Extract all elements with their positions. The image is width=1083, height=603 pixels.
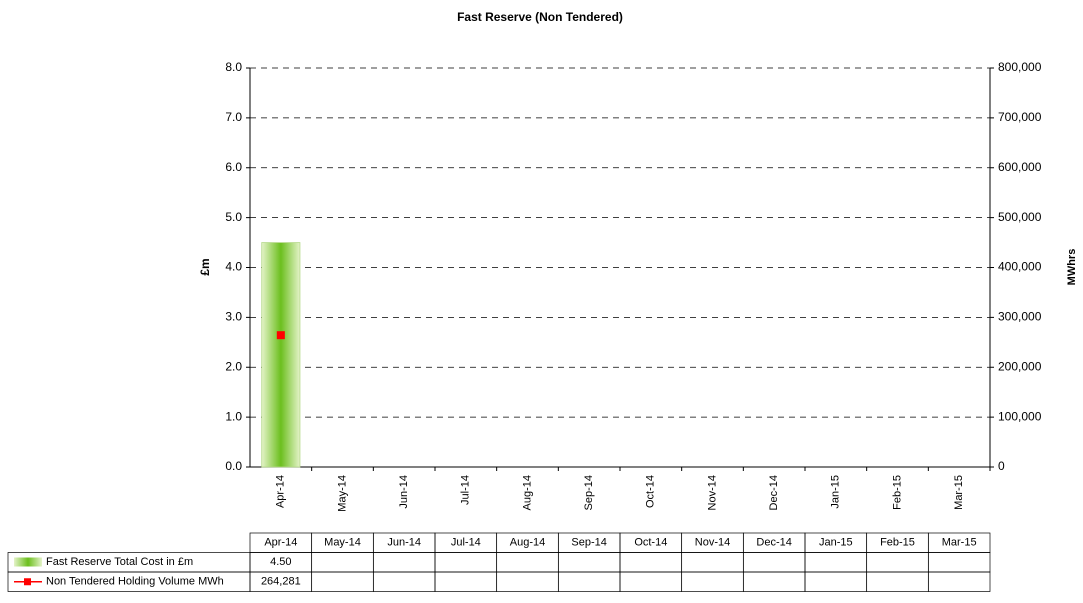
table-cell: [927, 552, 991, 573]
table-header: Nov-14: [695, 537, 730, 549]
table-header: Aug-14: [510, 537, 545, 549]
table-header: Jul-14: [451, 537, 481, 549]
table-cell: [927, 571, 991, 592]
y-tick-label: 7.0: [225, 110, 242, 124]
table-cell: [804, 552, 868, 573]
table-cell: [866, 552, 929, 573]
y2-tick-label: 100,000: [998, 409, 1042, 423]
x-tick-label: Sep-14: [583, 475, 595, 510]
x-tick-label: Aug-14: [521, 475, 533, 510]
y2-axis-label: MWhrs: [1066, 249, 1078, 286]
x-tick-label: Feb-15: [891, 475, 903, 510]
y2-tick-label: 200,000: [998, 359, 1042, 373]
table-cell: [311, 571, 374, 592]
table-value: 4.50: [270, 556, 291, 568]
x-tick-label: Apr-14: [275, 475, 287, 508]
x-tick-label: Oct-14: [645, 475, 657, 508]
table-header: May-14: [324, 537, 361, 549]
y-tick-label: 1.0: [225, 409, 242, 423]
x-tick-label: Nov-14: [706, 475, 718, 510]
y-tick-label: 2.0: [225, 359, 242, 373]
y2-tick-label: 0: [998, 459, 1005, 473]
legend-swatch: [14, 557, 42, 567]
y2-tick-label: 800,000: [998, 60, 1042, 74]
y-tick-label: 4.0: [225, 260, 242, 274]
table-cell: [434, 571, 498, 592]
x-tick-label: Jan-15: [830, 475, 842, 509]
x-tick-label: May-14: [336, 475, 348, 512]
y-tick-label: 6.0: [225, 160, 242, 174]
table-cell: [681, 552, 744, 573]
table-header: Apr-14: [264, 537, 297, 549]
chart-title: Fast Reserve (Non Tendered): [457, 10, 623, 24]
y-tick-label: 5.0: [225, 210, 242, 224]
table-cell: [372, 571, 436, 592]
table-value: 264,281: [261, 576, 301, 588]
bar: [261, 242, 301, 468]
table-cell: [557, 552, 621, 573]
x-tick-label: Dec-14: [768, 475, 780, 510]
legend-marker: [24, 578, 31, 586]
table-cell: [742, 552, 806, 573]
table-cell: [496, 552, 559, 573]
table-cell: [866, 571, 929, 592]
table-cell: [434, 552, 498, 573]
legend-label: Fast Reserve Total Cost in £m: [46, 556, 193, 568]
table-header: Feb-15: [880, 537, 915, 549]
table-cell: [372, 552, 436, 573]
table-cell: [557, 571, 621, 592]
x-tick-label: Jun-14: [398, 475, 410, 509]
y2-tick-label: 500,000: [998, 210, 1042, 224]
table-header: Jun-14: [387, 537, 421, 549]
x-tick-label: Jul-14: [460, 475, 472, 505]
y2-tick-label: 700,000: [998, 110, 1042, 124]
legend-label: Non Tendered Holding Volume MWh: [46, 576, 224, 588]
y-tick-label: 3.0: [225, 310, 242, 324]
table-cell: [742, 571, 806, 592]
y-tick-label: 8.0: [225, 60, 242, 74]
table-header: Sep-14: [571, 537, 606, 549]
x-tick-label: Mar-15: [953, 475, 965, 510]
table-header: Dec-14: [756, 537, 791, 549]
table-cell: [496, 571, 559, 592]
table-cell: [681, 571, 744, 592]
table-cell: [804, 571, 868, 592]
y2-tick-label: 400,000: [998, 260, 1042, 274]
table-header: Oct-14: [634, 537, 667, 549]
table-cell: [619, 571, 683, 592]
table-cell: [619, 552, 683, 573]
table-header: Mar-15: [942, 537, 977, 549]
y2-tick-label: 300,000: [998, 310, 1042, 324]
y-tick-label: 0.0: [225, 459, 242, 473]
y2-tick-label: 600,000: [998, 160, 1042, 174]
table-cell: [311, 552, 374, 573]
line-marker: [276, 331, 285, 340]
y-axis-label: £m: [198, 258, 212, 275]
table-header: Jan-15: [819, 537, 853, 549]
